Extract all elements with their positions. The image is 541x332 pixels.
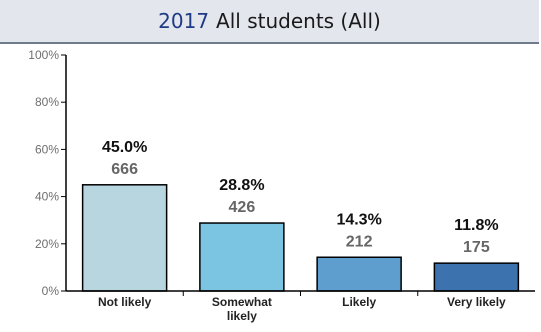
bar-3 <box>316 256 402 292</box>
bar-percent-label: 45.0% <box>102 139 147 156</box>
bar-percent-label: 11.8% <box>454 217 498 234</box>
bar-count-label: 212 <box>346 233 373 250</box>
bar-count-label: 666 <box>111 161 138 178</box>
y-tick-label: 100% <box>28 48 59 62</box>
bar-4 <box>433 262 520 292</box>
y-tick-label: 60% <box>35 142 59 156</box>
y-tick-label: 80% <box>35 95 59 109</box>
x-category-label: Very likely <box>447 295 506 309</box>
x-category-label: likely <box>227 309 257 323</box>
header-subtitle: All students (All) <box>216 9 381 33</box>
bar-2 <box>199 222 285 292</box>
y-axis: 0% 20% 40% 60% 80% 100% <box>28 48 67 298</box>
y-tick-label: 0% <box>42 284 60 298</box>
bar-percent-label: 28.8% <box>219 177 264 194</box>
x-category-label: Not likely <box>98 295 152 309</box>
x-category-label: Somewhat <box>212 295 272 309</box>
bar-count-label: 426 <box>229 199 256 216</box>
bar-1 <box>81 184 168 292</box>
bar-count-label: 175 <box>463 239 490 256</box>
data-labels-group: 45.0% 666 28.8% 426 14.3% 212 11.8% 175 <box>102 139 499 256</box>
y-tick-label: 40% <box>35 190 59 204</box>
x-category-label: Likely <box>342 295 376 309</box>
bar-percent-label: 14.3% <box>336 211 381 228</box>
bars-group <box>81 184 520 292</box>
y-tick-label: 20% <box>35 237 59 251</box>
header-year: 2017 <box>158 9 210 33</box>
chart-header: 2017 All students (All) <box>0 0 539 44</box>
